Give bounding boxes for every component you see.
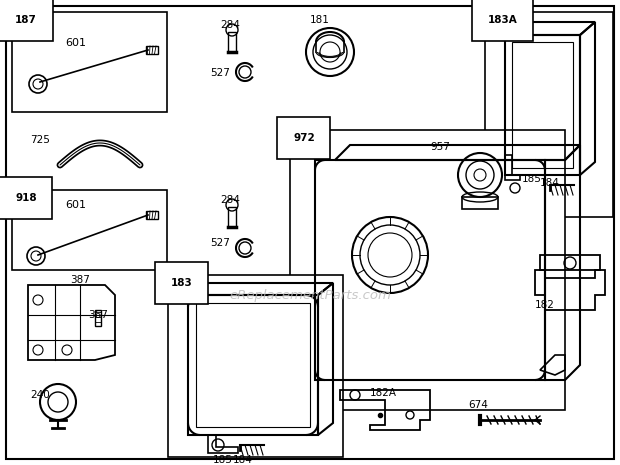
Text: 601: 601 (65, 38, 86, 48)
Text: 183: 183 (171, 278, 193, 288)
Bar (12, 190, 167, 270)
Text: 181: 181 (310, 15, 330, 25)
Text: 184: 184 (540, 178, 560, 188)
Bar (168, 275, 343, 457)
Text: 527: 527 (210, 238, 230, 248)
Text: 957: 957 (430, 142, 450, 152)
Text: 182A: 182A (370, 388, 397, 398)
Text: 183A: 183A (488, 15, 518, 25)
Text: 601: 601 (65, 200, 86, 210)
Bar (290, 130, 565, 410)
Bar (146, 211, 158, 219)
Text: 185: 185 (522, 174, 542, 184)
Bar (462, 197, 498, 209)
Text: 182: 182 (535, 300, 555, 310)
Text: 240: 240 (30, 390, 50, 400)
Bar (95, 310, 101, 326)
Text: 284: 284 (220, 20, 240, 30)
Text: 674: 674 (468, 400, 488, 410)
Bar (146, 46, 158, 54)
Text: 185: 185 (213, 455, 233, 465)
Bar (485, 12, 613, 217)
Text: 972: 972 (293, 133, 315, 143)
Text: 527: 527 (210, 68, 230, 78)
Bar (228, 32, 236, 52)
Text: 187: 187 (15, 15, 37, 25)
Text: 184: 184 (233, 455, 253, 465)
Text: 725: 725 (30, 135, 50, 145)
Text: 918: 918 (15, 193, 37, 203)
Text: eReplacementParts.com: eReplacementParts.com (229, 288, 391, 301)
Bar (12, 12, 167, 112)
Text: 367: 367 (88, 310, 108, 320)
Text: 387: 387 (70, 275, 90, 285)
Text: 284: 284 (220, 195, 240, 205)
Bar (228, 207, 236, 227)
